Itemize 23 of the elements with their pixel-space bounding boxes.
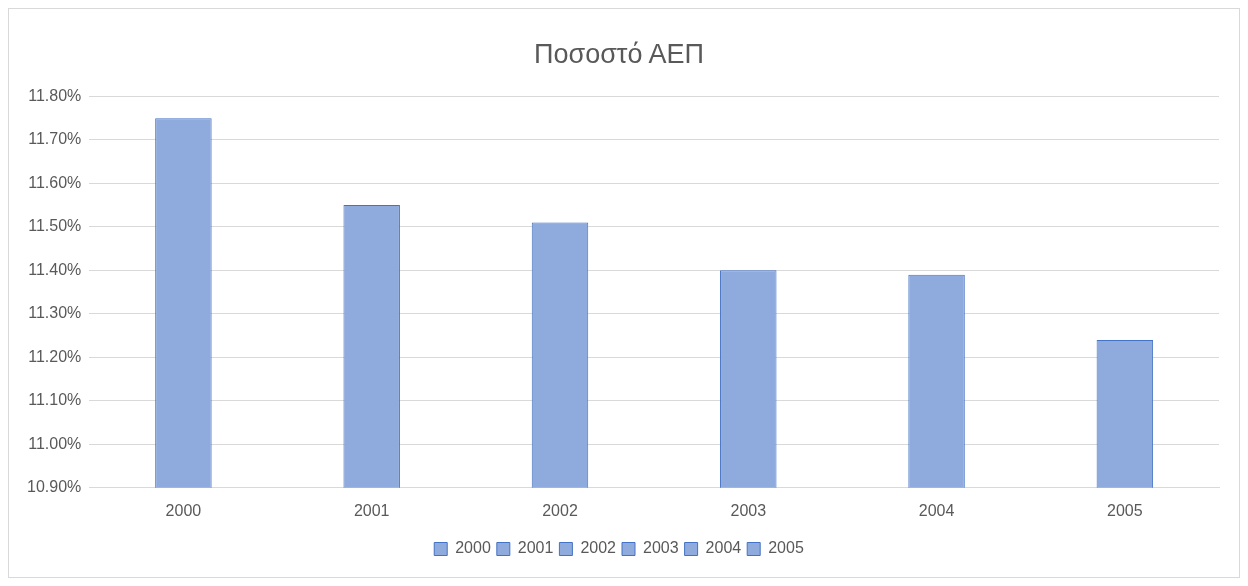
y-tick-label: 11.30% (28, 304, 82, 322)
legend-label: 2005 (768, 539, 804, 557)
y-tick-label: 11.20% (28, 347, 82, 365)
legend-label: 2004 (705, 539, 742, 557)
y-tick-label: 11.80% (28, 86, 82, 104)
legend-label: 2000 (455, 539, 491, 557)
x-tick-label: 2003 (730, 501, 767, 519)
legend-label: 2001 (517, 539, 554, 557)
x-tick-label: 2001 (353, 501, 390, 519)
y-tick-label: 11.10% (28, 391, 82, 409)
chart-title: Ποσοστό ΑΕΠ (533, 38, 705, 69)
legend-label: 2002 (580, 539, 617, 557)
x-tick-label: 2002 (542, 501, 578, 519)
x-tick-label: 2005 (1107, 501, 1143, 519)
legend-label: 2003 (643, 539, 679, 557)
y-tick-label: 11.60% (28, 173, 82, 191)
y-tick-label: 11.40% (28, 260, 82, 278)
x-tick-label: 2000 (165, 501, 202, 519)
x-tick-label: 2004 (918, 501, 955, 519)
y-tick-label: 10.90% (27, 478, 82, 496)
y-tick-label: 11.70% (28, 130, 82, 148)
y-tick-label: 11.50% (28, 217, 82, 235)
y-tick-label: 11.00% (28, 434, 82, 452)
